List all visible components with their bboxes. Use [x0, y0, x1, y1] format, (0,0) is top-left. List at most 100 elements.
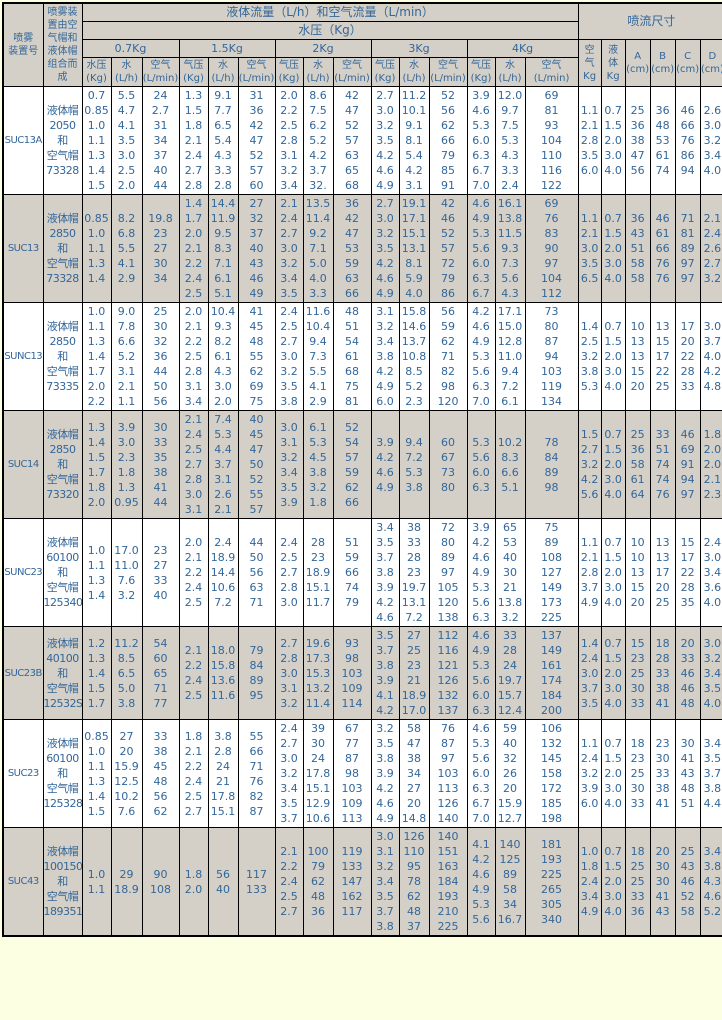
air-kg-cell: 1.0 1.8 2.4 3.4 4.9: [577, 827, 602, 937]
p15-air-cell: 79 84 89 95: [237, 626, 276, 720]
p2-pressure-cell: 2.1 2.4 2.7 3.0 3.2 3.4 3.5: [274, 194, 304, 303]
size-b-cell: 46 61 66 76 76: [649, 194, 676, 303]
p4-air-cell: 137 149 161 174 184 200: [524, 626, 579, 720]
subheader-air-flow: 空气 (L/min): [428, 57, 468, 87]
p15-pressure-cell: 1.3 1.5 1.8 2.1 2.4 2.7 2.8: [178, 86, 209, 195]
subheader-air-pressure: 气压 (Kg): [466, 57, 496, 87]
p4-water-cell: 59 40 32 26 20 15.9 12.7: [494, 719, 526, 828]
p2-water-cell: 11.6 10.4 9.4 7.3 5.5 4.1 2.9: [302, 302, 334, 411]
p4-water-cell: 140 125 89 58 34 16.7: [494, 827, 526, 937]
size-a-cell: 10 10 13 15 20: [624, 518, 651, 627]
subheader-air-flow: 空气 (L/min): [332, 57, 372, 87]
p4-air-cell: 69 81 93 104 110 116 122: [524, 86, 579, 195]
p4-pressure-cell: 4.2 4.6 4.9 5.3 5.6 6.3 7.0: [466, 302, 496, 411]
p15-air-cell: 117 133: [237, 827, 276, 937]
p07-air-cell: 23 27 33 40: [141, 518, 180, 627]
p07-water-cell: 11.2 8.5 6.5 5.0 3.8: [110, 626, 143, 720]
air-kg-cell: 1.1 2.1 2.8 3.5 6.0: [577, 86, 602, 195]
p4-pressure-cell: 4.6 4.9 5.3 5.6 6.0 6.3: [466, 626, 496, 720]
device-id-cell: SUC13: [2, 194, 44, 303]
liquid-kg-cell: 0.7 1.5 2.0 3.0 4.0: [600, 626, 626, 720]
p15-air-cell: 44 50 56 63 71: [237, 518, 276, 627]
size-c-cell: 46 69 91 94 97: [674, 410, 701, 519]
spray-flow-table: 喷雾 装置号 喷雾装 置由空 气帽和 液体帽 组合而 成 液体流量（L/h）和空…: [2, 2, 722, 937]
p3-air-cell: 42 46 52 57 72 79 86: [428, 194, 468, 303]
p3-water-cell: 38 33 28 23 19.7 13.1 7.2: [398, 518, 430, 627]
p3-air-cell: 76 87 97 103 113 126 140: [428, 719, 468, 828]
table-row: SUC43 液体帽 100150 和 空气帽 189351 1.0 1.1 29…: [2, 827, 722, 937]
water-pressure-title: 水压（Kg）: [81, 21, 579, 40]
subheader-water-flow: 水 (L/h): [398, 57, 430, 87]
p2-water-cell: 39 30 24 17.8 15.1 12.9 10.6: [302, 719, 334, 828]
p07-pressure-cell: 1.0 1.1 1.3 1.4: [81, 518, 112, 627]
device-id-cell: SUC23: [2, 719, 44, 828]
p07-water-cell: 8.2 6.8 5.5 4.1 2.9: [110, 194, 143, 303]
device-composition-cell: 液体帽 60100 和 空气帽 125328: [42, 719, 83, 828]
p07-water-cell: 5.5 4.7 4.1 3.5 3.0 2.5 2.0: [110, 86, 143, 195]
p4-air-cell: 181 193 225 265 305 340: [524, 827, 579, 937]
p15-water-cell: 9.1 7.7 6.5 5.4 4.3 3.3 2.8: [207, 86, 239, 195]
p2-water-cell: 13.5 11.4 9.2 7.1 5.0 4.0 3.3: [302, 194, 334, 303]
p3-pressure-cell: 3.0 3.1 3.2 3.4 3.5 3.7 3.8: [370, 827, 400, 937]
p4-pressure-cell: 4.6 5.3 5.6 6.0 6.3 6.7 7.0: [466, 719, 496, 828]
p2-air-cell: 48 51 54 61 68 75 81: [332, 302, 372, 411]
p2-pressure-cell: 2.4 2.5 2.7 2.8 3.0: [274, 518, 304, 627]
p4-pressure-cell: 3.9 4.2 4.6 4.9 5.3 5.6 6.3: [466, 518, 496, 627]
p15-water-cell: 7.4 5.3 4.4 3.7 3.1 2.6 2.1: [207, 410, 239, 519]
p4-air-cell: 73 80 87 94 103 119 134: [524, 302, 579, 411]
size-d-cell: 2.4 3.0 3.4 3.6 4.0: [699, 518, 722, 627]
p3-pressure-cell: 3.2 3.5 3.8 3.9 4.2 4.6 4.9: [370, 719, 400, 828]
p3-air-cell: 52 56 62 66 79 85 91: [428, 86, 468, 195]
p2-air-cell: 36 42 47 53 59 63 66: [332, 194, 372, 303]
p4-water-cell: 10.2 8.3 6.6 5.1: [494, 410, 526, 519]
p3-water-cell: 15.8 14.6 13.7 10.8 8.5 5.2 2.3: [398, 302, 430, 411]
p4-water-cell: 12.0 9.7 7.5 5.3 4.3 3.3 2.4: [494, 86, 526, 195]
size-b-cell: 20 30 30 41 43: [649, 827, 676, 937]
p2-pressure-cell: 2.4 2.7 3.0 3.2 3.4 3.5 3.7: [274, 719, 304, 828]
p4-air-cell: 106 132 145 158 172 185 198: [524, 719, 579, 828]
p2-air-cell: 52 54 57 59 62 66: [332, 410, 372, 519]
pressure-group-0-label: 0.7Kg: [81, 39, 180, 58]
p15-pressure-cell: 2.0 2.1 2.2 2.5 2.8 3.1 3.4: [178, 302, 209, 411]
device-number-header: 喷雾 装置号: [2, 2, 44, 87]
p3-air-cell: 56 59 62 71 82 98 120: [428, 302, 468, 411]
p3-pressure-cell: 2.7 3.0 3.2 3.5 4.2 4.6 4.9: [370, 194, 400, 303]
liquid-kg-cell: 0.7 1.5 2.0 3.0 4.0: [600, 194, 626, 303]
size-a-cell: 25 36 38 47 56: [624, 86, 651, 195]
p2-air-cell: 67 77 87 98 103 109 113: [332, 719, 372, 828]
subheader-air-pressure: 气压 (Kg): [178, 57, 209, 87]
p07-water-cell: 3.9 3.0 2.3 1.8 1.3 0.95: [110, 410, 143, 519]
size-b-cell: 13 15 17 22 25: [649, 302, 676, 411]
size-d-col-header: D (cm): [699, 39, 722, 87]
air-kg-cell: 1.5 2.7 3.2 4.2 5.6: [577, 410, 602, 519]
table-row: SUNC13 液体帽 2850 和 空气帽 73335 1.0 1.1 1.3 …: [2, 302, 722, 411]
p3-air-cell: 72 80 89 97 105 120 138: [428, 518, 468, 627]
p4-air-cell: 78 84 89 98: [524, 410, 579, 519]
p15-pressure-cell: 1.8 2.1 2.2 2.4 2.5 2.7: [178, 719, 209, 828]
table-header: 喷雾 装置号 喷雾装 置由空 气帽和 液体帽 组合而 成 液体流量（L/h）和空…: [2, 2, 722, 87]
size-a-cell: 15 23 25 30 33: [624, 626, 651, 720]
size-b-cell: 18 28 33 38 41: [649, 626, 676, 720]
size-d-cell: 1.8 2.0 2.0 2.1 2.3: [699, 410, 722, 519]
device-composition-cell: 液体帽 2050 和 空气帽 73328: [42, 86, 83, 195]
p07-water-cell: 27 20 15.9 12.5 10.2 7.6: [110, 719, 143, 828]
p07-air-cell: 90 108: [141, 827, 180, 937]
air-kg-cell: 1.4 2.5 3.2 3.8 5.3: [577, 302, 602, 411]
p07-pressure-cell: 0.85 1.0 1.1 1.3 1.4 1.5: [81, 719, 112, 828]
p15-water-cell: 14.4 11.9 9.5 8.3 7.1 6.1 5.1: [207, 194, 239, 303]
p4-air-cell: 75 89 108 127 149 173 225: [524, 518, 579, 627]
pressure-group-1-label: 1.5Kg: [178, 39, 276, 58]
size-c-col-header: C (cm): [674, 39, 701, 87]
p07-air-cell: 19.8 23 27 30 34: [141, 194, 180, 303]
size-b-cell: 33 51 74 74 76: [649, 410, 676, 519]
size-c-cell: 30 41 43 48 51: [674, 719, 701, 828]
p15-pressure-cell: 1.8 2.0: [178, 827, 209, 937]
subheader-air-flow: 空气 (L/min): [141, 57, 180, 87]
p2-water-cell: 6.1 5.3 4.5 3.8 3.2 1.8: [302, 410, 334, 519]
p15-air-cell: 40 45 47 50 52 55 57: [237, 410, 276, 519]
p3-pressure-cell: 3.9 4.2 4.6 4.9: [370, 410, 400, 519]
p07-air-cell: 54 60 65 71 77: [141, 626, 180, 720]
size-b-cell: 13 13 17 20 25: [649, 518, 676, 627]
p3-water-cell: 11.2 10.1 9.1 8.1 5.4 4.2 3.1: [398, 86, 430, 195]
subheader-air-pressure: 气压 (Kg): [370, 57, 400, 87]
